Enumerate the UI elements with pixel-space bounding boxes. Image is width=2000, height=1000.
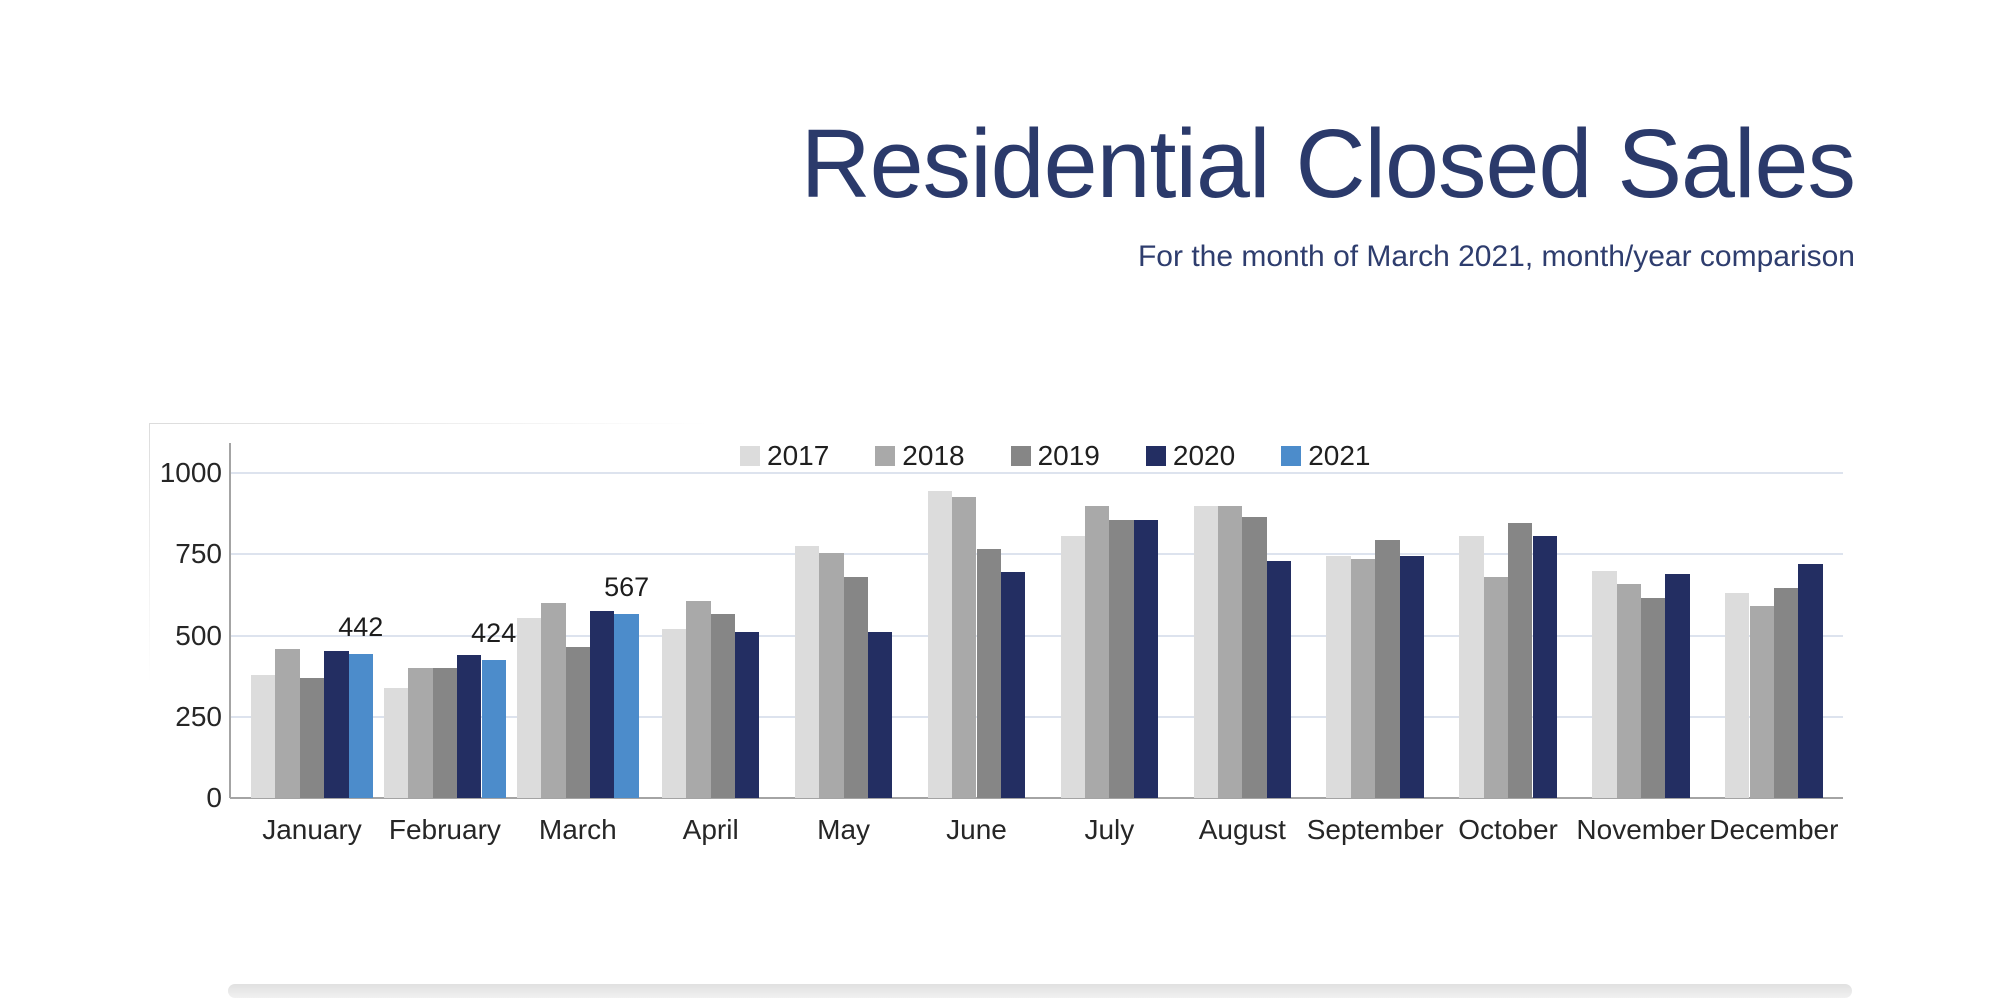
card-edge-left <box>149 423 150 683</box>
bar-may-2020 <box>868 632 893 798</box>
bar-february-2021 <box>481 660 506 798</box>
x-axis-label-december: December <box>1709 814 1839 845</box>
legend-label: 2017 <box>767 440 830 471</box>
y-axis-tick-label: 250 <box>175 701 222 732</box>
legend-item-2020: 2020 <box>1145 440 1236 471</box>
legend-item-2017: 2017 <box>740 442 829 470</box>
bar-may-2019 <box>843 577 868 798</box>
bar-january-2020 <box>324 651 349 798</box>
bar-october-2018 <box>1483 577 1509 798</box>
x-axis-label-may: May <box>817 814 871 845</box>
y-axis-tick-label: 500 <box>175 620 222 651</box>
bar-may-2018 <box>819 552 844 798</box>
card-edge-top <box>149 423 709 424</box>
bar-april-2020 <box>735 632 760 798</box>
x-axis-label-july: July <box>1084 814 1135 845</box>
bar-february-2017 <box>383 687 409 798</box>
bar-march-2020 <box>590 611 615 798</box>
x-axis-label-june: June <box>946 814 1007 845</box>
bar-september-2017 <box>1326 555 1351 798</box>
chart-legend: 2017 2018 2019 2020 2021 <box>740 442 1370 470</box>
x-axis-label-april: April <box>682 814 739 845</box>
bar-august-2018 <box>1217 505 1243 798</box>
legend-label: 2021 <box>1308 440 1371 471</box>
x-axis-line <box>230 797 1843 799</box>
legend-swatch-icon <box>740 446 760 466</box>
bar-february-2020 <box>457 655 482 798</box>
legend-swatch-icon <box>1010 446 1031 466</box>
y-axis-tick-label: 0 <box>206 782 222 813</box>
legend-swatch-icon <box>1145 446 1166 466</box>
x-axis-label-august: August <box>1198 814 1286 845</box>
bar-august-2019 <box>1242 516 1267 798</box>
bar-march-2019 <box>565 646 590 798</box>
x-axis-label-october: October <box>1458 814 1558 845</box>
bar-december-2019 <box>1773 588 1799 798</box>
bar-september-2020 <box>1399 555 1424 798</box>
bar-april-2018 <box>686 601 711 798</box>
x-axis-label-march: March <box>538 814 617 845</box>
x-axis-label-november: November <box>1576 814 1706 845</box>
gridline-250 <box>230 716 1843 718</box>
bar-march-2017 <box>516 617 542 798</box>
legend-swatch-icon <box>1281 446 1302 466</box>
bar-june-2017 <box>927 490 953 798</box>
bar-january-2017 <box>251 674 276 798</box>
bar-july-2020 <box>1133 520 1159 798</box>
bar-july-2018 <box>1085 505 1110 798</box>
y-axis-tick-label: 750 <box>175 538 222 569</box>
bar-july-2019 <box>1109 520 1134 798</box>
gridline-1000 <box>230 472 1843 474</box>
bar-june-2019 <box>976 549 1001 798</box>
bar-june-2018 <box>952 497 977 798</box>
bar-november-2017 <box>1592 570 1617 798</box>
bar-august-2020 <box>1266 560 1292 798</box>
bar-august-2017 <box>1193 505 1218 798</box>
bar-november-2019 <box>1641 598 1666 798</box>
legend-item-2021: 2021 <box>1281 442 1370 470</box>
gridline-500 <box>230 635 1843 637</box>
bar-june-2020 <box>1000 572 1026 798</box>
bar-january-2019 <box>299 677 325 798</box>
x-axis-label-september: September <box>1306 814 1444 845</box>
legend-item-2019: 2019 <box>1010 440 1100 471</box>
bar-march-2021 <box>614 613 639 798</box>
bar-july-2017 <box>1060 536 1085 798</box>
bar-september-2019 <box>1375 539 1400 798</box>
bar-value-label-january: 442 <box>338 612 384 643</box>
bar-april-2019 <box>710 614 736 798</box>
bar-october-2019 <box>1508 523 1533 798</box>
y-axis-line <box>229 443 231 798</box>
bottom-shadow-bar <box>228 984 1852 998</box>
bar-december-2017 <box>1725 593 1750 798</box>
legend-label: 2020 <box>1172 440 1236 471</box>
page-title: Residential Closed Sales <box>800 109 1856 218</box>
y-axis-tick-label: 1000 <box>159 457 222 488</box>
bar-november-2020 <box>1665 573 1690 798</box>
bar-january-2018 <box>275 648 300 798</box>
bar-november-2018 <box>1616 583 1641 798</box>
bar-january-2021 <box>348 654 373 798</box>
gridline-750 <box>230 553 1843 555</box>
bar-february-2019 <box>432 668 458 798</box>
bar-value-label-march: 567 <box>604 571 650 602</box>
legend-label: 2019 <box>1037 440 1100 471</box>
legend-label: 2018 <box>902 440 965 471</box>
bar-february-2018 <box>408 668 433 798</box>
x-axis-label-february: February <box>388 814 501 845</box>
bar-december-2018 <box>1749 606 1774 798</box>
bar-september-2018 <box>1350 559 1376 798</box>
legend-swatch-icon <box>875 446 896 466</box>
bar-october-2020 <box>1532 536 1557 798</box>
x-axis-label-january: January <box>262 814 362 845</box>
bar-april-2017 <box>661 629 687 798</box>
bar-december-2020 <box>1798 564 1823 798</box>
legend-item-2018: 2018 <box>875 440 965 471</box>
bar-october-2017 <box>1459 536 1484 798</box>
page-subtitle: For the month of March 2021, month/year … <box>1137 240 1855 273</box>
bar-value-label-february: 424 <box>471 618 517 649</box>
bar-march-2018 <box>541 603 566 798</box>
bar-may-2017 <box>794 546 820 798</box>
